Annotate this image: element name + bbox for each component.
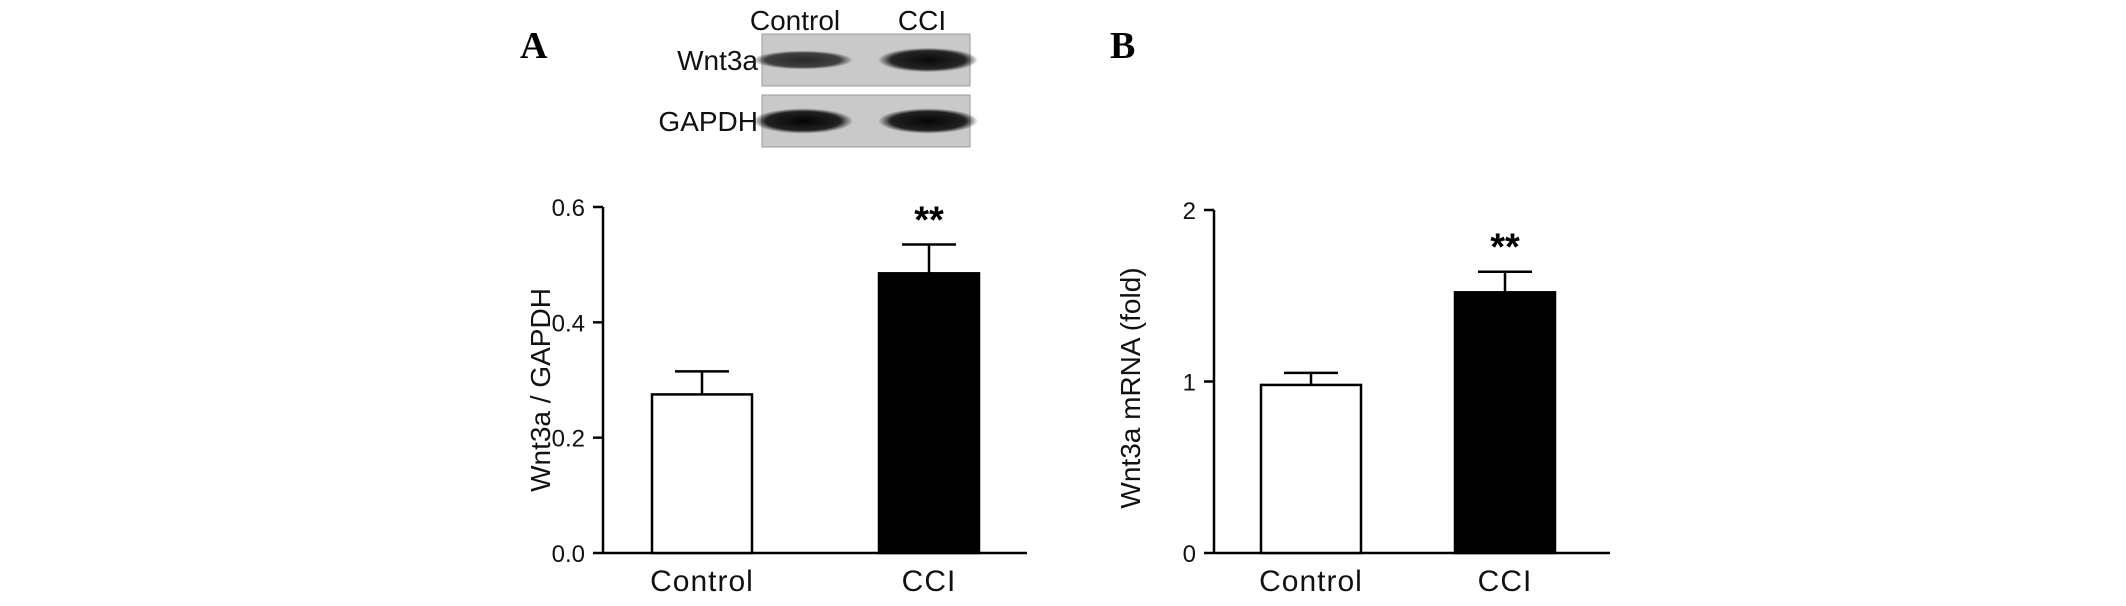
chart-b-ytick-label: 1 [1183,370,1196,397]
chart-a-ytick-label: 0.0 [552,541,585,568]
panel-letter-a: A [520,25,548,67]
chart-a-ytick-label: 0.6 [552,195,585,222]
chart-a-ytick-label: 0.4 [552,310,585,337]
chart-a-ylabel: Wnt3a / GAPDH [525,288,556,492]
western-blot: Control CCI Wnt3a GAPDH [658,5,978,148]
chart-b-bar-control [1259,383,1363,555]
blot-band-gapdh-cci [878,108,978,134]
chart-b: Wnt3a mRNA (fold) 0 1 2 Control CCI ** [1115,198,1610,598]
chart-a-category-label-cci: CCI [902,565,957,598]
chart-b-bar-cci [1453,291,1557,555]
chart-b-ytick-label: 0 [1183,541,1196,568]
blot-lane-label-cci: CCI [898,5,946,36]
chart-b-category-label-control: Control [1259,565,1363,598]
chart-b-category-label-cci: CCI [1478,565,1533,598]
panel-letter-b: B [1110,25,1135,67]
blot-row-label-gapdh: GAPDH [658,106,758,137]
blot-band-wnt3a-cci [878,47,978,73]
blot-lane-label-control: Control [750,5,840,36]
chart-a-bar-control [650,393,754,555]
chart-b-ylabel: Wnt3a mRNA (fold) [1115,267,1146,508]
chart-a-ytick-label: 0.2 [552,426,585,453]
chart-a-significance-cci: ** [914,199,944,241]
chart-b-ytick-label: 2 [1183,198,1196,225]
blot-band-gapdh-control [753,108,853,134]
chart-a: Wnt3a / GAPDH 0.0 0.2 0.4 0.6 Control CCI ** [525,195,1027,598]
blot-row-label-wnt3a: Wnt3a [677,45,758,76]
chart-a-category-label-control: Control [650,565,754,598]
chart-b-significance-cci: ** [1490,227,1520,269]
chart-a-bar-cci [877,272,981,555]
blot-band-wnt3a-control [753,50,853,70]
